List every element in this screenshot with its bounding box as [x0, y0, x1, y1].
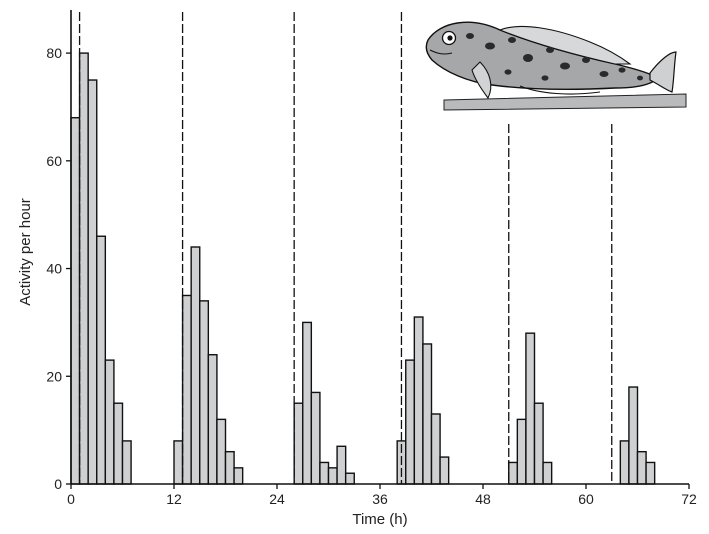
y-tick-label: 0 — [54, 476, 62, 492]
histogram-bar — [525, 332, 536, 485]
histogram-bar — [293, 402, 304, 485]
histogram-bar — [439, 456, 450, 485]
histogram-bar — [96, 235, 107, 485]
ledge — [443, 93, 687, 111]
histogram-bar — [619, 440, 630, 485]
histogram-bar — [224, 450, 235, 485]
histogram-bars — [70, 52, 656, 485]
histogram-bar — [121, 440, 132, 485]
histogram-bar — [344, 472, 355, 485]
pelvic-fin — [519, 85, 601, 95]
histogram-bar — [113, 402, 124, 485]
histogram-bar — [508, 461, 519, 485]
histogram-bar — [516, 418, 527, 485]
y-ticks: 0 20 40 60 80 — [46, 45, 71, 492]
blenny-fish-illustration — [425, 21, 687, 111]
histogram-bar — [233, 467, 244, 485]
x-tick-label: 24 — [269, 491, 285, 507]
histogram-bar — [628, 386, 639, 485]
histogram-bar — [87, 79, 98, 485]
histogram-bar — [181, 294, 192, 485]
x-tick-label: 12 — [166, 491, 182, 507]
x-tick-label: 60 — [578, 491, 594, 507]
histogram-bar — [636, 450, 647, 485]
histogram-bar — [422, 343, 433, 485]
histogram-bar — [78, 52, 89, 485]
histogram-bar — [413, 316, 424, 485]
x-axis-title: Time (h) — [352, 511, 407, 528]
histogram-bar — [70, 117, 81, 485]
histogram-bar — [207, 354, 218, 485]
histogram-bar — [336, 445, 347, 485]
histogram-bar — [104, 359, 115, 485]
histogram-bar — [319, 461, 330, 485]
y-tick-label: 20 — [46, 368, 62, 384]
x-tick-label: 72 — [681, 491, 697, 507]
histogram-bar — [542, 461, 553, 485]
fish-pupil — [447, 35, 453, 41]
x-tick-label: 0 — [67, 491, 75, 507]
histogram-bar — [533, 402, 544, 485]
histogram-bar — [645, 461, 656, 485]
histogram-bar — [430, 413, 441, 485]
histogram-bar — [199, 300, 210, 485]
tail-fin — [649, 51, 677, 93]
y-tick-label: 80 — [46, 45, 62, 61]
histogram-bar — [190, 246, 201, 485]
histogram-bar — [173, 440, 184, 485]
fish-mouth — [429, 49, 453, 55]
histogram-bar — [216, 418, 227, 485]
x-tick-label: 48 — [475, 491, 491, 507]
histogram-bar — [405, 359, 416, 485]
x-ticks: 0 12 24 36 48 60 72 — [67, 484, 697, 507]
y-axis-title: Activity per hour — [17, 198, 34, 306]
x-tick-label: 36 — [372, 491, 388, 507]
fish-spots — [466, 33, 643, 81]
tide-reference-lines — [78, 12, 613, 484]
y-tick-label: 60 — [46, 153, 62, 169]
histogram-bar — [302, 321, 313, 485]
histogram-bar — [310, 391, 321, 485]
y-tick-label: 40 — [46, 261, 62, 277]
pectoral-fin — [471, 61, 492, 100]
histogram-bar — [327, 467, 338, 485]
